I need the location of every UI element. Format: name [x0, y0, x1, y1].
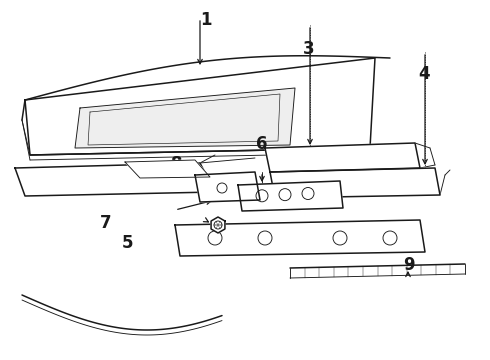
Text: 4: 4 — [418, 65, 430, 83]
Text: 8: 8 — [171, 155, 182, 173]
Polygon shape — [175, 220, 425, 256]
Text: 2: 2 — [50, 167, 62, 185]
Text: 6: 6 — [256, 135, 268, 153]
Text: 9: 9 — [403, 256, 415, 274]
Polygon shape — [15, 163, 215, 196]
Text: 3: 3 — [303, 40, 315, 58]
Polygon shape — [270, 168, 440, 198]
Polygon shape — [265, 143, 420, 172]
Text: 7: 7 — [99, 214, 111, 232]
Polygon shape — [125, 160, 210, 178]
Polygon shape — [25, 58, 375, 155]
Text: 5: 5 — [122, 234, 133, 252]
Text: 1: 1 — [200, 11, 212, 29]
Polygon shape — [238, 181, 343, 211]
Polygon shape — [75, 88, 295, 148]
Polygon shape — [195, 172, 260, 202]
Polygon shape — [211, 217, 225, 233]
